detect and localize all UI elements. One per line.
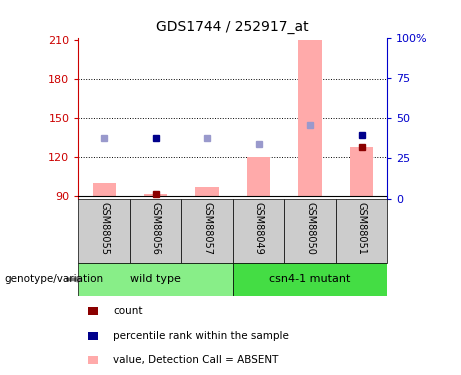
Text: percentile rank within the sample: percentile rank within the sample — [113, 331, 289, 340]
Bar — [336, 199, 387, 262]
Text: GSM88049: GSM88049 — [254, 202, 264, 255]
Bar — [233, 262, 387, 296]
Bar — [78, 199, 130, 262]
Bar — [247, 157, 270, 196]
Text: GSM88050: GSM88050 — [305, 202, 315, 255]
Text: GSM88056: GSM88056 — [151, 202, 160, 255]
Bar — [130, 199, 181, 262]
Bar — [284, 199, 336, 262]
Bar — [78, 262, 233, 296]
Title: GDS1744 / 252917_at: GDS1744 / 252917_at — [156, 20, 309, 34]
Text: value, Detection Call = ABSENT: value, Detection Call = ABSENT — [113, 355, 278, 365]
Text: GSM88055: GSM88055 — [99, 202, 109, 255]
Bar — [195, 187, 219, 196]
Bar — [181, 199, 233, 262]
Text: genotype/variation: genotype/variation — [5, 274, 104, 284]
Bar — [144, 194, 167, 196]
Bar — [233, 199, 284, 262]
Text: GSM88051: GSM88051 — [356, 202, 366, 255]
Text: csn4-1 mutant: csn4-1 mutant — [269, 274, 351, 284]
Text: GSM88057: GSM88057 — [202, 202, 212, 255]
Text: count: count — [113, 306, 142, 316]
Bar — [350, 147, 373, 196]
Bar — [93, 183, 116, 196]
Text: wild type: wild type — [130, 274, 181, 284]
Bar — [298, 40, 322, 196]
